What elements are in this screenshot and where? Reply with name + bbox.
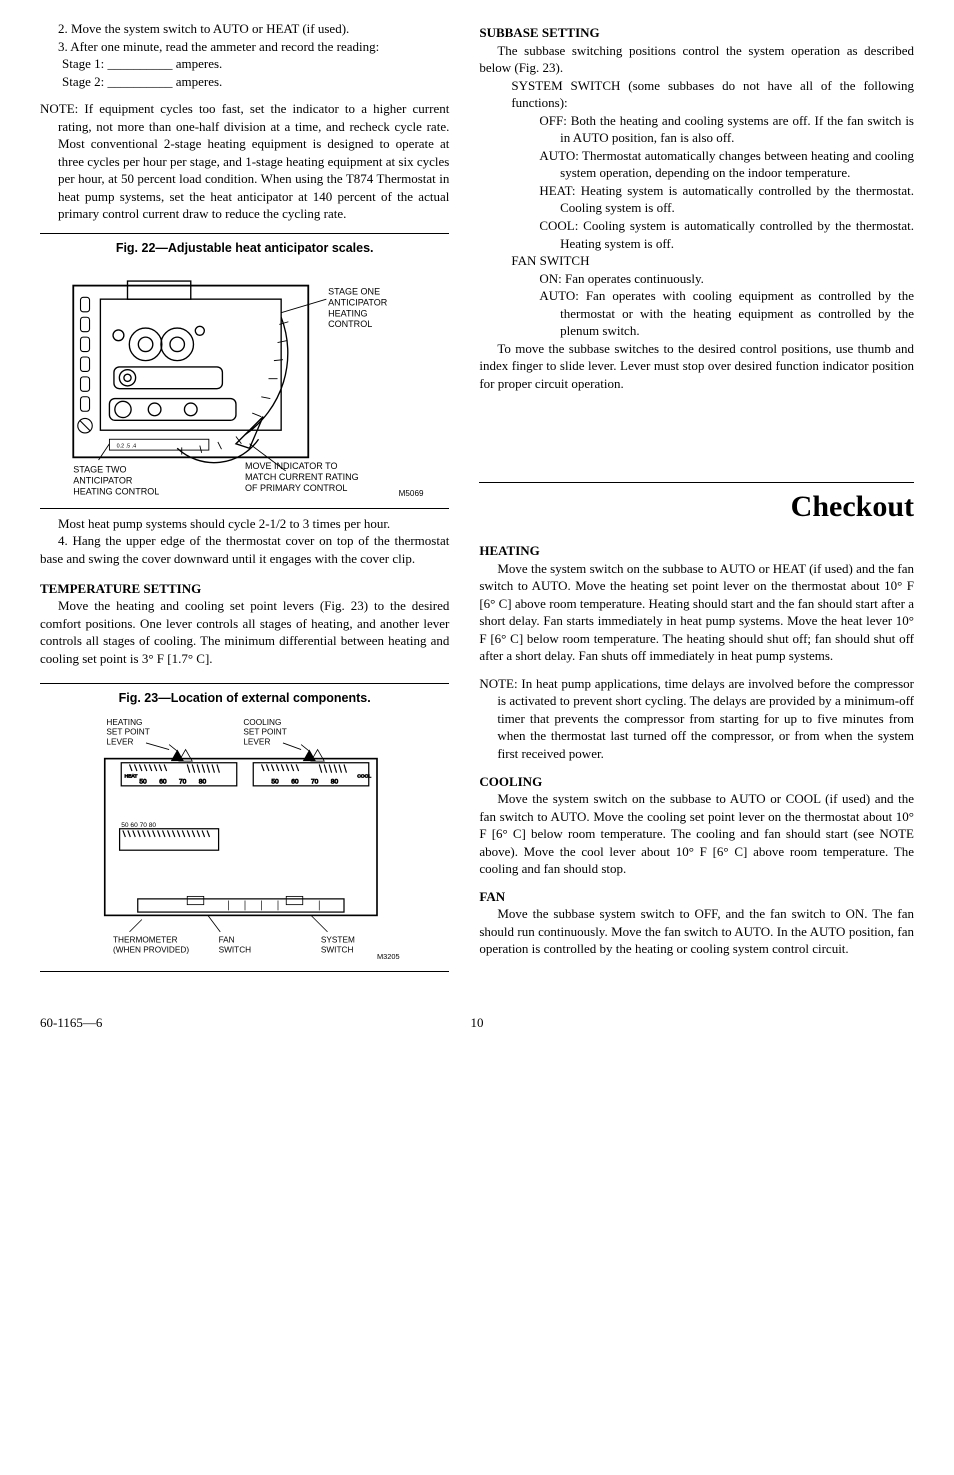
svg-text:STAGE ONE: STAGE ONE bbox=[328, 287, 380, 297]
svg-text:HEAT: HEAT bbox=[124, 774, 137, 780]
svg-text:50 60 70 80: 50 60 70 80 bbox=[121, 822, 156, 829]
svg-text:MOVE INDICATOR TO: MOVE INDICATOR TO bbox=[245, 461, 338, 471]
rule-above-fig23 bbox=[40, 683, 449, 684]
page-number: 10 bbox=[331, 1014, 622, 1032]
svg-text:(WHEN PROVIDED): (WHEN PROVIDED) bbox=[113, 946, 189, 955]
note-2: NOTE: In heat pump applications, time de… bbox=[479, 675, 914, 763]
heating-body: Move the system switch on the subbase to… bbox=[479, 560, 914, 665]
fig22-caption: Fig. 22—Adjustable heat anticipator scal… bbox=[40, 240, 449, 257]
svg-text:COOL: COOL bbox=[357, 774, 371, 780]
svg-text:HEATING: HEATING bbox=[328, 308, 367, 318]
svg-text:60: 60 bbox=[159, 779, 167, 786]
fan-head: FAN bbox=[479, 888, 914, 906]
svg-text:SET POINT: SET POINT bbox=[106, 728, 149, 737]
fig23-caption: Fig. 23—Location of external components. bbox=[40, 690, 449, 707]
stage2-line: Stage 2: __________ amperes. bbox=[62, 73, 449, 91]
fig22: 0.2 .5 .4 STAGE ONE ANTICIPATOR HEATING … bbox=[40, 263, 449, 498]
svg-text:ANTICIPATOR: ANTICIPATOR bbox=[328, 297, 388, 307]
subbase-head: SUBBASE SETTING bbox=[479, 24, 914, 42]
svg-text:M3205: M3205 bbox=[377, 952, 400, 961]
svg-text:THERMOMETER: THERMOMETER bbox=[113, 936, 178, 945]
svg-text:CONTROL: CONTROL bbox=[328, 319, 372, 329]
svg-text:ANTICIPATOR: ANTICIPATOR bbox=[73, 475, 133, 485]
svg-text:70: 70 bbox=[311, 779, 319, 786]
cooling-head: COOLING bbox=[479, 773, 914, 791]
step-3: 3. After one minute, read the ammeter an… bbox=[40, 38, 449, 56]
svg-text:60: 60 bbox=[291, 779, 299, 786]
checkout-rule bbox=[479, 482, 914, 483]
stage1-line: Stage 1: __________ amperes. bbox=[62, 55, 449, 73]
sw-off: OFF: Both the heating and cooling system… bbox=[539, 112, 914, 147]
fan-on: ON: Fan operates continuously. bbox=[539, 270, 914, 288]
fig22-svg: 0.2 .5 .4 STAGE ONE ANTICIPATOR HEATING … bbox=[55, 263, 435, 498]
fig23: 50 60 70 80 50 60 70 80 HEAT COOL bbox=[40, 713, 449, 961]
svg-text:MATCH CURRENT RATING: MATCH CURRENT RATING bbox=[245, 472, 359, 482]
system-switch-label: SYSTEM SWITCH (some subbases do not have… bbox=[511, 77, 914, 112]
subbase-p2: To move the subbase switches to the desi… bbox=[479, 340, 914, 393]
svg-text:OF PRIMARY CONTROL: OF PRIMARY CONTROL bbox=[245, 483, 347, 493]
rule-below-fig23 bbox=[40, 971, 449, 972]
subbase-p1: The subbase switching positions control … bbox=[479, 42, 914, 77]
para-pump-cycles: Most heat pump systems should cycle 2-1/… bbox=[40, 515, 449, 533]
svg-text:STAGE TWO: STAGE TWO bbox=[73, 465, 126, 475]
svg-text:FAN: FAN bbox=[218, 936, 234, 945]
svg-text:0.2 .5 .4: 0.2 .5 .4 bbox=[116, 443, 136, 449]
fig23-svg: 50 60 70 80 50 60 70 80 HEAT COOL bbox=[80, 713, 410, 961]
fan-switch-label: FAN SWITCH bbox=[511, 252, 914, 270]
sw-cool: COOL: Cooling system is automatically co… bbox=[539, 217, 914, 252]
step-2: 2. Move the system switch to AUTO or HEA… bbox=[40, 20, 449, 38]
svg-text:SWITCH: SWITCH bbox=[321, 946, 354, 955]
fan-body: Move the subbase system switch to OFF, a… bbox=[479, 905, 914, 958]
svg-text:COOLING: COOLING bbox=[243, 718, 281, 727]
svg-text:SET POINT: SET POINT bbox=[243, 728, 286, 737]
right-column: SUBBASE SETTING The subbase switching po… bbox=[479, 20, 914, 978]
cooling-body: Move the system switch on the subbase to… bbox=[479, 790, 914, 878]
svg-text:SYSTEM: SYSTEM bbox=[321, 936, 355, 945]
svg-text:HEATING CONTROL: HEATING CONTROL bbox=[73, 486, 159, 496]
note-1: NOTE: If equipment cycles too fast, set … bbox=[40, 100, 449, 223]
left-column: 2. Move the system switch to AUTO or HEA… bbox=[40, 20, 449, 978]
rule-below-fig22 bbox=[40, 508, 449, 509]
svg-text:50: 50 bbox=[139, 779, 147, 786]
svg-text:HEATING: HEATING bbox=[106, 718, 142, 727]
temperature-setting-body: Move the heating and cooling set point l… bbox=[40, 597, 449, 667]
svg-text:50: 50 bbox=[271, 779, 279, 786]
svg-text:LEVER: LEVER bbox=[106, 738, 133, 747]
svg-text:LEVER: LEVER bbox=[243, 738, 270, 747]
sw-heat: HEAT: Heating system is automatically co… bbox=[539, 182, 914, 217]
svg-text:80: 80 bbox=[330, 779, 338, 786]
step-4: 4. Hang the upper edge of the thermostat… bbox=[40, 532, 449, 567]
checkout-title: Checkout bbox=[479, 487, 914, 528]
page-footer: 60-1165—6 10 bbox=[40, 1014, 914, 1032]
temperature-setting-head: TEMPERATURE SETTING bbox=[40, 580, 449, 598]
fig22-code: M5069 bbox=[398, 489, 423, 498]
svg-text:SWITCH: SWITCH bbox=[218, 946, 251, 955]
heating-head: HEATING bbox=[479, 542, 914, 560]
sw-auto: AUTO: Thermostat automatically changes b… bbox=[539, 147, 914, 182]
svg-text:80: 80 bbox=[198, 779, 206, 786]
rule-above-fig22 bbox=[40, 233, 449, 234]
fan-auto: AUTO: Fan operates with cooling equipmen… bbox=[539, 287, 914, 340]
doc-number: 60-1165—6 bbox=[40, 1014, 331, 1032]
svg-text:70: 70 bbox=[179, 779, 187, 786]
